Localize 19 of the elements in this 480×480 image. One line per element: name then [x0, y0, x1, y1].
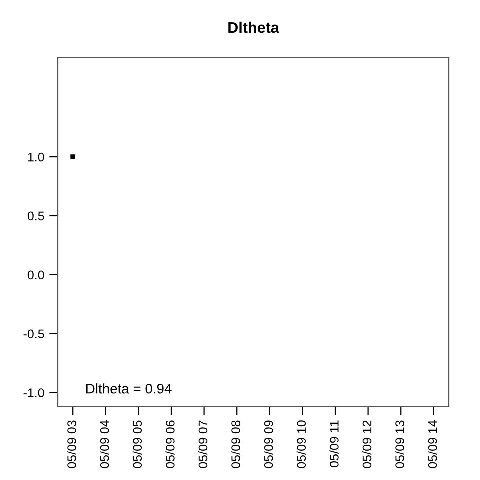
x-tick-label: 05/09 06 [166, 420, 175, 468]
y-tick-label: -1.0 [24, 388, 44, 398]
x-tick-label: 05/09 05 [132, 420, 142, 468]
x-tick-label: 05/09 12 [362, 420, 372, 468]
x-tick-label: 05/09 14 [428, 420, 438, 468]
x-tick-label: 05/09 13 [395, 420, 404, 468]
x-tick-label: 05/09 09 [264, 420, 274, 468]
x-tick-label: 05/09 04 [100, 420, 110, 468]
y-tick-label: -0.5 [24, 330, 44, 339]
x-tick-label: 05/09 08 [231, 420, 240, 468]
annotation: Dltheta = 0.94 [86, 384, 172, 394]
y-tick-label: 0.5 [28, 212, 44, 221]
x-tick-label: 05/09 07 [198, 420, 208, 468]
x-tick-label: 05/09 03 [67, 420, 76, 468]
chart-title: Dltheta [228, 22, 280, 34]
y-tick-label: 0.0 [28, 270, 44, 280]
x-tick-label: 05/09 11 [330, 420, 339, 468]
y-tick-label: 1.0 [28, 152, 44, 162]
x-tick-label: 05/09 10 [296, 420, 306, 468]
